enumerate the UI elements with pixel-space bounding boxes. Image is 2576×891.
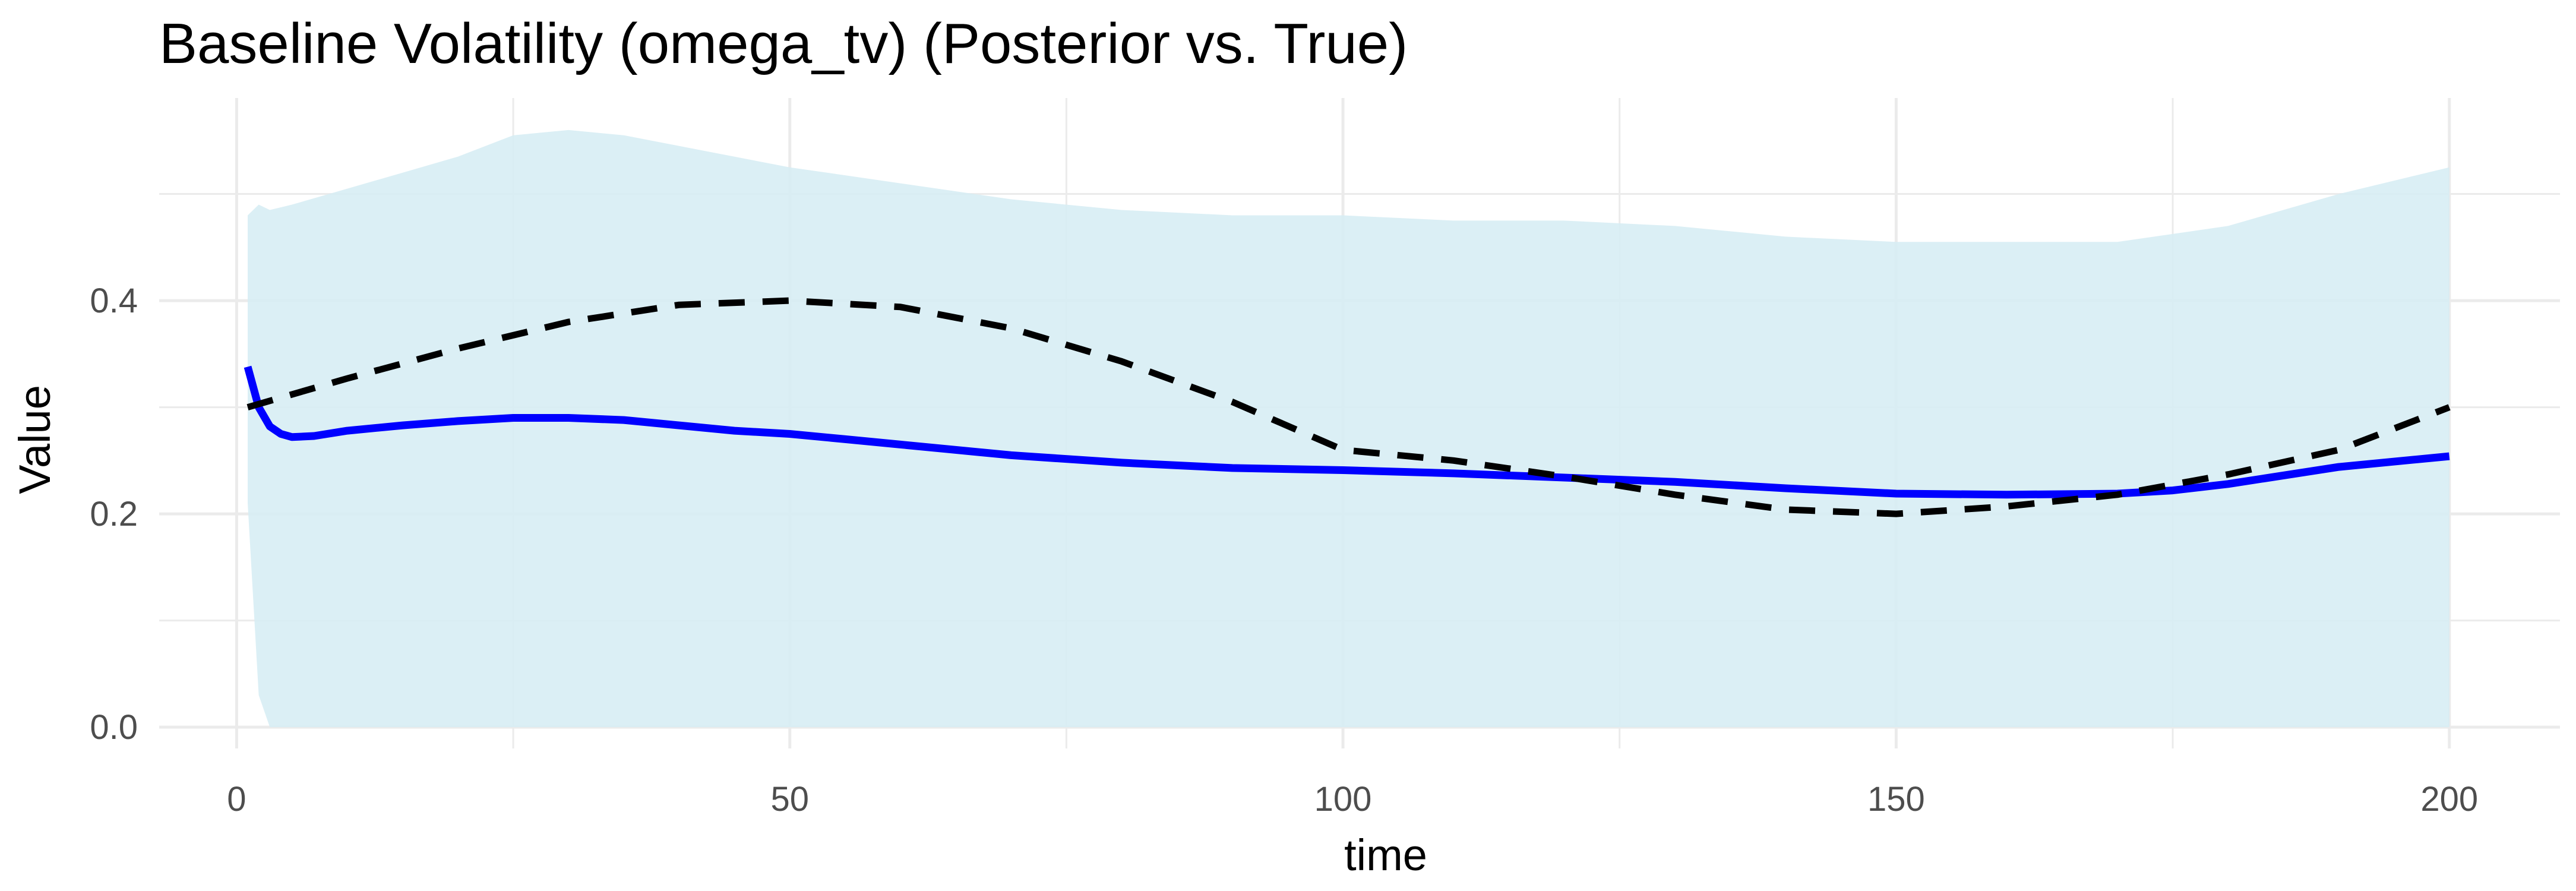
series-layer bbox=[244, 297, 2451, 517]
posterior-series-line bbox=[244, 365, 2450, 499]
x-tick-label: 0 bbox=[227, 780, 246, 819]
y-tick-label: 0.4 bbox=[90, 282, 138, 320]
y-axis-title: Value bbox=[10, 385, 59, 494]
credible-band bbox=[248, 129, 2449, 728]
x-axis-title: time bbox=[1344, 830, 1427, 880]
y-tick-label: 0.2 bbox=[90, 495, 138, 533]
x-tick-label: 150 bbox=[1867, 780, 1925, 819]
x-tick-label: 50 bbox=[770, 780, 809, 819]
x-tick-label: 100 bbox=[1314, 780, 1372, 819]
credible-band-layer bbox=[248, 129, 2449, 728]
x-tick-label: 200 bbox=[2420, 780, 2478, 819]
true-series-line bbox=[246, 297, 2451, 517]
chart-title: Baseline Volatility (omega_tv) (Posterio… bbox=[159, 12, 1408, 75]
y-tick-label: 0.0 bbox=[90, 708, 138, 747]
tick-labels: 0 50 100 150 200 0.0 0.2 0.4 bbox=[90, 282, 2478, 819]
